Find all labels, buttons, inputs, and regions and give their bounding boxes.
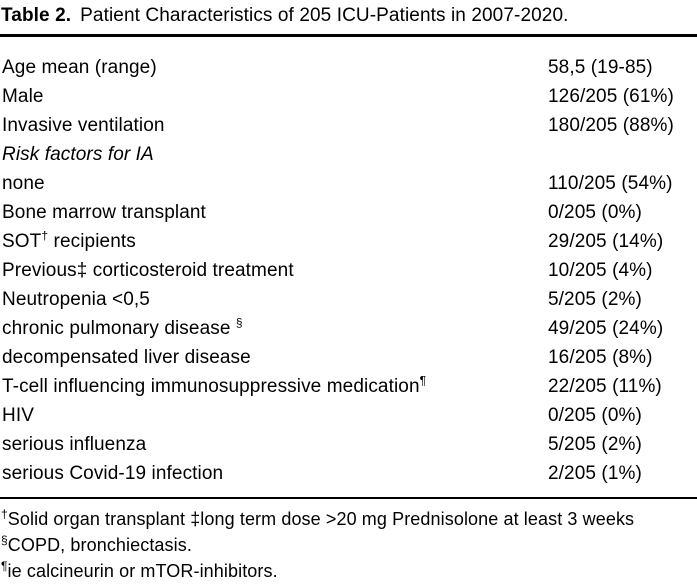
row-label: Risk factors for IA: [2, 144, 154, 165]
table-row: Previous‡ corticosteroid treatment 10/205…: [2, 256, 697, 285]
table-row: Male 126/205 (61%): [2, 82, 697, 111]
table-row: serious influenza 5/205 (2%): [2, 430, 697, 459]
footnote-marker: ¶: [1, 559, 8, 573]
row-value: 58,5 (19-85): [548, 57, 653, 78]
footnote-line: ¶ie calcineurin or mTOR-inhibitors.: [1, 559, 278, 581]
row-value: 180/205 (88%): [548, 115, 674, 136]
table-row: Invasive ventilation 180/205 (88%): [2, 111, 697, 140]
row-label: serious Covid-19 infection: [2, 463, 224, 484]
row-value: 0/205 (0%): [548, 202, 642, 223]
table-row: Neutropenia <0,5 5/205 (2%): [2, 285, 697, 314]
table-row: HIV 0/205 (0%): [2, 401, 697, 430]
row-label: Bone marrow transplant: [2, 202, 206, 223]
row-label: T-cell influencing immunosuppressive med…: [2, 373, 427, 397]
table-row: SOT† recipients 29/205 (14%): [2, 227, 697, 256]
row-value: 29/205 (14%): [548, 231, 664, 252]
row-label: Invasive ventilation: [2, 115, 165, 136]
row-label: HIV: [2, 405, 34, 426]
row-value: 126/205 (61%): [548, 86, 674, 107]
table-body: Age mean (range) 58,5 (19-85) Male 126/205 …: [0, 53, 697, 488]
table-row: Age mean (range) 58,5 (19-85): [2, 53, 697, 82]
table-title: Table 2. Patient Characteristics of 205 I…: [0, 0, 697, 28]
table-row: chronic pulmonary disease § 49/205 (24%): [2, 314, 697, 343]
table-number-label: Table 2.: [1, 5, 72, 26]
row-label: Male: [2, 86, 44, 107]
horizontal-rule-bottom: [0, 497, 697, 499]
row-label: Previous‡ corticosteroid treatment: [2, 260, 294, 281]
row-value: [548, 140, 697, 169]
row-value: 0/205 (0%): [548, 405, 642, 426]
row-value: 5/205 (2%): [548, 434, 642, 455]
row-value: 10/205 (4%): [548, 260, 653, 281]
table-row: none 110/205 (54%): [2, 169, 697, 198]
footnote-line: †Solid organ transplant ‡long term dose …: [1, 507, 635, 529]
table-row: decompensated liver disease 16/205 (8%): [2, 343, 697, 372]
row-value: 110/205 (54%): [548, 173, 673, 194]
row-label: chronic pulmonary disease §: [2, 315, 243, 339]
table-row: Bone marrow transplant 0/205 (0%): [2, 198, 697, 227]
row-label: Age mean (range): [2, 57, 157, 78]
row-value: 2/205 (1%): [548, 463, 642, 484]
row-label: none: [2, 173, 45, 194]
row-value: 5/205 (2%): [548, 289, 642, 310]
table-row: Risk factors for IA: [2, 140, 697, 169]
row-value: 22/205 (11%): [548, 376, 662, 397]
footnote-marker: §: [235, 315, 243, 330]
footnote-marker: §: [1, 533, 8, 547]
row-label: serious influenza: [2, 434, 147, 455]
horizontal-rule-top: [0, 34, 697, 37]
footnote-marker: †: [1, 507, 8, 521]
table-row: serious Covid-19 infection 2/205 (1%): [2, 459, 697, 488]
footnote-line: §COPD, bronchiectasis.: [1, 533, 192, 555]
table-footnotes: †Solid organ transplant ‡long term dose …: [0, 506, 697, 584]
row-label: decompensated liver disease: [2, 347, 251, 368]
row-label: Neutropenia <0,5: [2, 289, 150, 310]
footnote-marker: ¶: [419, 373, 427, 388]
row-label: SOT† recipients: [2, 228, 136, 252]
row-value: 16/205 (8%): [548, 347, 653, 368]
footnote-marker: †: [41, 228, 49, 243]
row-value: 49/205 (24%): [548, 318, 664, 339]
table-title-text: Patient Characteristics of 205 ICU-Patie…: [80, 5, 569, 26]
table-row: T-cell influencing immunosuppressive med…: [2, 372, 697, 401]
